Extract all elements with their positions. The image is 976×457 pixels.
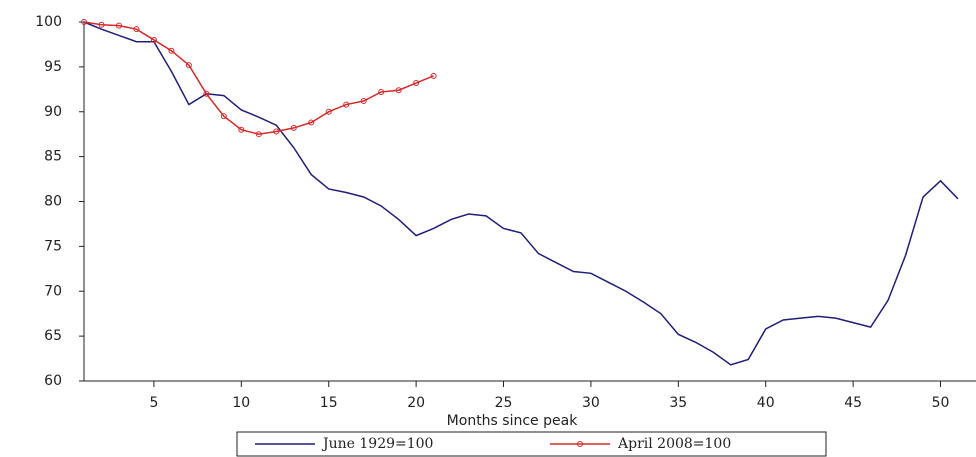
series-marker [81, 19, 87, 25]
x-axis-label: Months since peak [447, 413, 579, 429]
y-tick-label: 100 [35, 14, 62, 30]
x-tick-label: 35 [669, 395, 687, 411]
series-marker [290, 124, 297, 131]
series-marker [273, 128, 280, 135]
series-marker [430, 72, 437, 79]
series-marker [343, 101, 350, 108]
y-tick-label: 90 [44, 104, 62, 120]
y-tick-label: 65 [44, 328, 62, 344]
x-tick-label: 10 [232, 395, 250, 411]
x-tick-label: 40 [757, 395, 775, 411]
series-marker [308, 119, 315, 126]
series-marker [360, 97, 367, 104]
x-tick-label: 5 [149, 395, 158, 411]
series-marker [378, 89, 385, 96]
series-marker [185, 62, 192, 69]
x-tick-label: 30 [582, 395, 600, 411]
series-line [83, 21, 959, 366]
series-marker [115, 22, 122, 29]
y-tick-label: 80 [44, 194, 62, 210]
x-tick-label: 25 [495, 395, 513, 411]
legend-label: April 2008=100 [617, 436, 731, 452]
series-marker [255, 131, 262, 138]
series-marker [133, 26, 140, 33]
y-tick-label: 75 [44, 238, 62, 254]
series-marker [98, 21, 105, 28]
series-line [83, 21, 434, 135]
x-tick-label: 45 [844, 395, 862, 411]
series-marker [413, 80, 420, 87]
y-tick-label: 95 [44, 59, 62, 75]
legend-marker [577, 441, 583, 447]
series-marker [150, 36, 157, 43]
series-marker [203, 90, 210, 97]
y-tick-label: 85 [44, 149, 62, 165]
legend-label: June 1929=100 [321, 436, 433, 452]
legend-box [236, 431, 827, 457]
series-marker [325, 108, 332, 115]
series-marker [168, 47, 175, 54]
series-marker [395, 87, 402, 94]
x-tick-label: 20 [407, 395, 425, 411]
y-tick-label: 60 [44, 373, 62, 389]
series-marker [220, 113, 227, 120]
x-tick-label: 50 [932, 395, 950, 411]
series-marker [238, 126, 245, 133]
y-tick-label: 70 [44, 283, 62, 299]
x-tick-label: 15 [320, 395, 338, 411]
